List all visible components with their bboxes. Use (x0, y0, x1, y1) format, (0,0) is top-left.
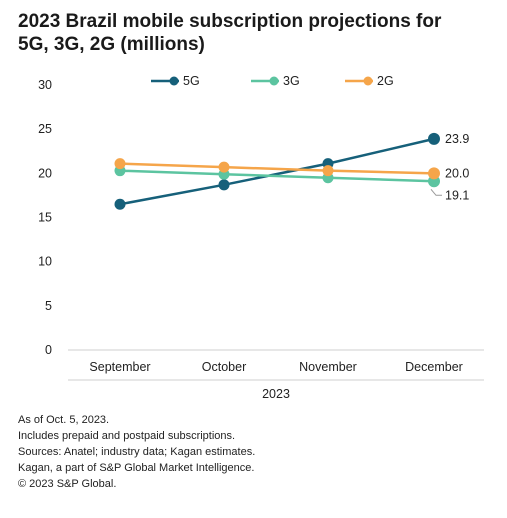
chart-title-line-2: 5G, 3G, 2G (millions) (18, 34, 205, 55)
y-axis: 0 5 10 15 20 25 30 (38, 78, 52, 357)
legend-item-3g: 3G (250, 71, 300, 91)
legend-label-2g: 2G (377, 74, 394, 88)
chart-notes: As of Oct. 5, 2023. Includes prepaid and… (18, 412, 498, 492)
series-5g-point-september (114, 198, 126, 210)
chart-legend: 5G 3G 2G (0, 71, 507, 91)
note-as-of: As of Oct. 5, 2023. (18, 414, 110, 426)
chart-title: 2023 Brazil mobile subscription projecti… (18, 10, 498, 56)
y-tick-label-0: 0 (45, 343, 52, 357)
series-5g-point-december (428, 132, 440, 145)
legend-swatch-3g (251, 76, 279, 86)
y-tick-label-15: 15 (38, 211, 52, 225)
y-tick-label-10: 10 (38, 255, 52, 269)
y-tick-label-30: 30 (38, 78, 52, 92)
legend-label-3g: 3G (283, 74, 300, 88)
legend-label-5g: 5G (183, 74, 200, 88)
chart-title-line-1: 2023 Brazil mobile subscription projecti… (18, 11, 442, 32)
series-5g-end-label: 23.9 (445, 132, 469, 146)
y-tick-label-25: 25 (38, 122, 52, 136)
x-axis: September October November December 2023 (68, 349, 484, 401)
series-2g-line (118, 162, 436, 175)
x-tick-label-september: September (89, 360, 150, 374)
x-tick-label-october: October (202, 360, 246, 374)
legend-item-5g: 5G (150, 71, 200, 91)
series-3g-label-leader (430, 188, 442, 196)
x-tick-label-november: November (299, 360, 357, 374)
series-2g-point-october (218, 161, 230, 173)
series-2g (114, 158, 440, 180)
series-2g-end-label: 20.0 (445, 166, 469, 180)
series-3g-end-label: 19.1 (445, 188, 469, 202)
note-includes: Includes prepaid and postpaid subscripti… (18, 430, 236, 442)
series-2g-point-september (114, 158, 126, 170)
series-5g-line (118, 137, 436, 206)
legend-item-2g: 2G (344, 71, 394, 91)
note-sources: Sources: Anatel; industry data; Kagan es… (18, 446, 256, 458)
line-chart: 0 5 10 15 20 25 30 September October November Dec… (38, 78, 484, 401)
series-5g-point-october (218, 179, 230, 191)
note-copyright: © 2023 S&P Global. (18, 478, 117, 490)
series-5g (114, 132, 440, 210)
series-2g-point-november (322, 165, 334, 177)
end-labels: 23.9 19.1 20.0 (430, 132, 469, 202)
legend-swatch-5g (151, 76, 179, 86)
series-3g-line (118, 169, 436, 183)
note-kagan: Kagan, a part of S&P Global Market Intel… (18, 462, 255, 474)
x-tick-label-december: December (405, 360, 463, 374)
y-tick-label-5: 5 (45, 299, 52, 313)
series-2g-point-december (428, 167, 440, 180)
legend-swatch-2g (345, 76, 373, 86)
series-layer (114, 132, 440, 210)
x-group-label: 2023 (262, 387, 290, 401)
y-tick-label-20: 20 (38, 166, 52, 180)
